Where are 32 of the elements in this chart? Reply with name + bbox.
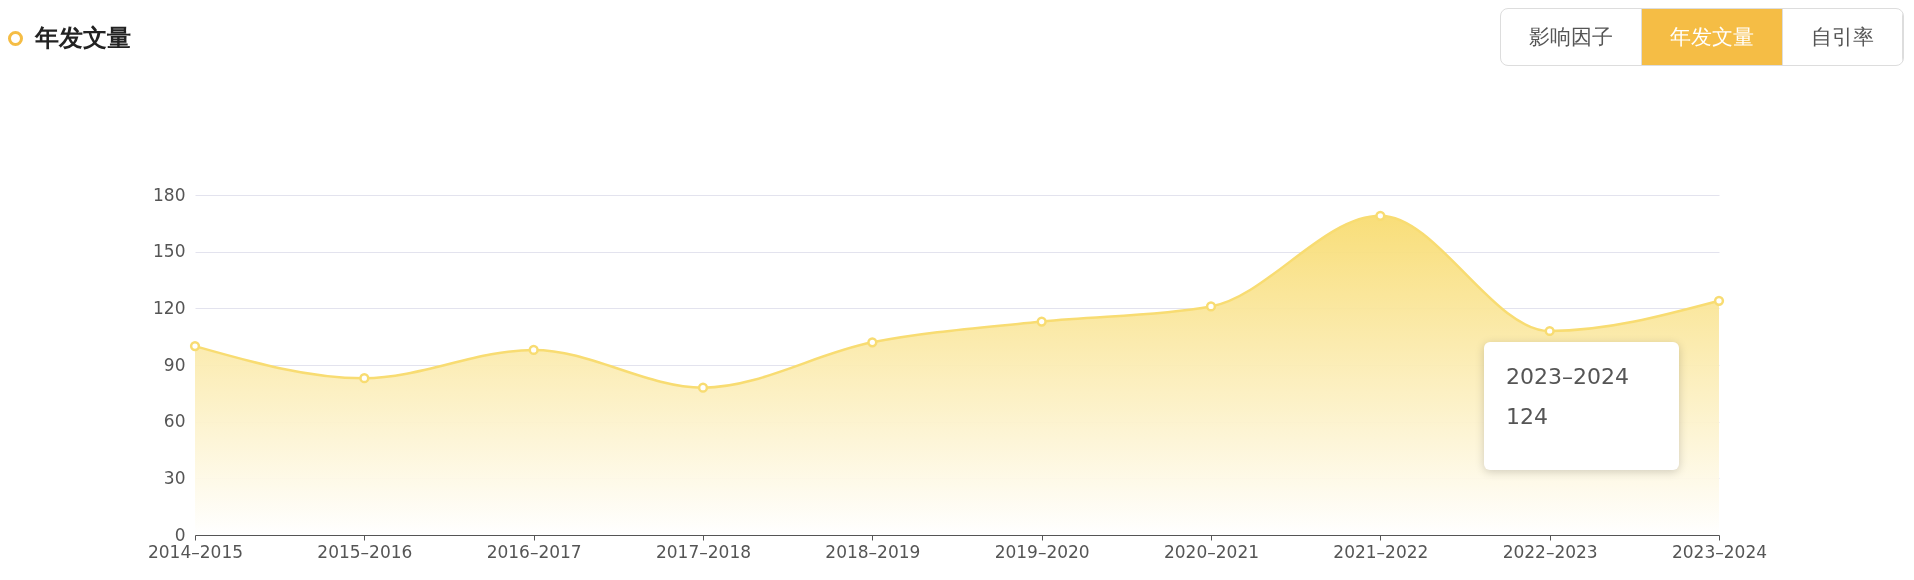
- y-tick-label: 120: [153, 297, 186, 318]
- point: [359, 373, 370, 384]
- x-tick-label: 2015–2016: [317, 541, 413, 562]
- annotation: 2023–2024: [1506, 364, 1629, 389]
- x-tick-label: 2021–2022: [1333, 541, 1429, 562]
- point: [697, 382, 709, 393]
- text: 影响因子: [1501, 9, 1642, 65]
- x-tick-label: 2017–2018: [655, 541, 752, 562]
- y-tick-label: 30: [163, 467, 186, 488]
- point: [1544, 325, 1555, 337]
- y-tick-label: 150: [153, 241, 186, 262]
- point: [867, 337, 878, 348]
- x-tick-label: 2022–2023: [1502, 541, 1598, 562]
- y-tick-label: 90: [163, 354, 186, 375]
- y-tick-label: 60: [163, 411, 186, 432]
- x-tick-label: 2016–2017: [486, 541, 582, 562]
- y-tick-label: 180: [153, 184, 186, 205]
- annotation: 124: [1506, 404, 1548, 429]
- point: [1375, 210, 1386, 221]
- point: [1713, 295, 1725, 306]
- x-tick-label: 2023–2024: [1671, 541, 1768, 562]
- text: 年发文量: [1642, 9, 1783, 65]
- x-tick-label: 2018–2019: [825, 541, 921, 562]
- point: [1036, 316, 1047, 327]
- point: [189, 341, 201, 352]
- text: 自引率: [1783, 9, 1903, 65]
- tooltip-card: 2023–2024 124: [1484, 342, 1679, 470]
- x-tick-label: 2019–2020: [994, 541, 1090, 562]
- point: [528, 344, 539, 355]
- x-tick-label: 2020–2021: [1163, 541, 1260, 562]
- point: [1205, 301, 1217, 312]
- chart-title: 年发文量: [35, 23, 131, 54]
